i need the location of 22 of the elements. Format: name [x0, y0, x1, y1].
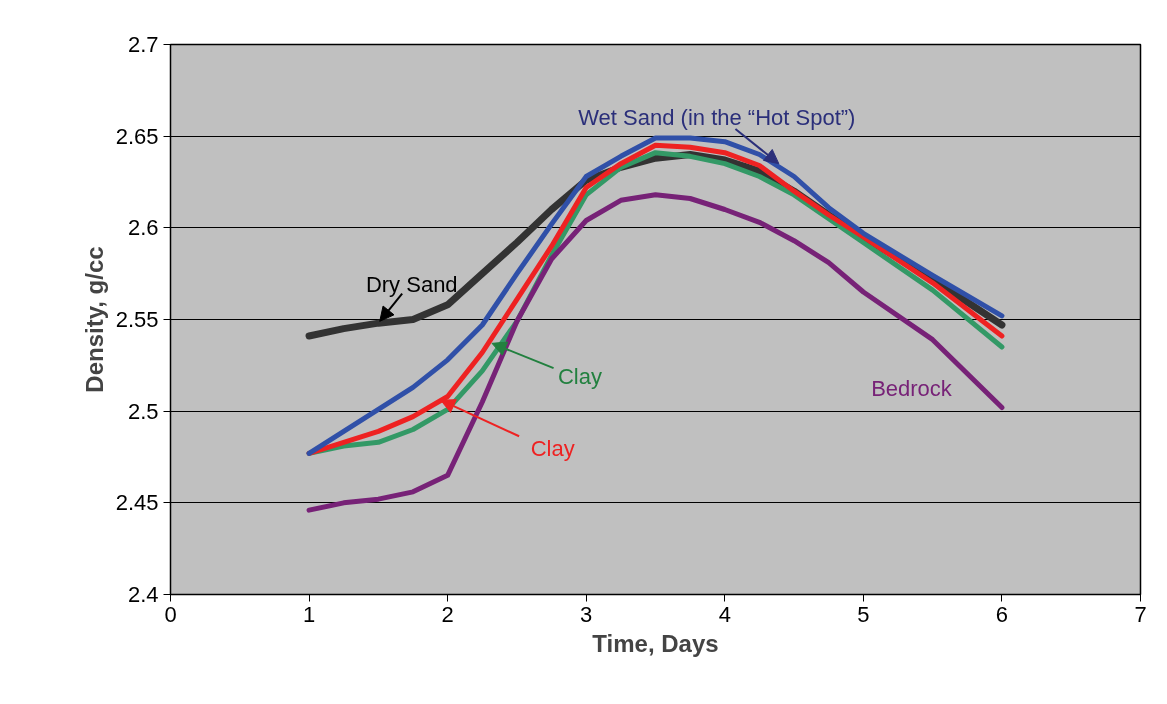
x-tick-label: 2: [441, 601, 454, 627]
y-tick-label: 2.65: [115, 123, 159, 149]
y-tick-label: 2.55: [115, 307, 159, 332]
x-tick-label: 0: [164, 601, 177, 627]
y-tick-label: 2.45: [115, 490, 159, 516]
annotation: Clay: [557, 363, 602, 389]
x-tick-label: 6: [995, 601, 1009, 627]
y-tick-label: 2.5: [127, 398, 159, 424]
annotation: Dry Sand: [365, 271, 458, 297]
x-tick-label: 5: [857, 601, 870, 627]
y-axis-title: Density, g/cc: [80, 246, 108, 393]
y-tick-label: 2.6: [127, 215, 159, 241]
annotation: Wet Sand (in the “Hot Spot”): [578, 105, 856, 131]
x-tick-label: 1: [302, 601, 316, 627]
annotation: Clay: [530, 435, 575, 461]
y-tick-label: 2.7: [127, 32, 159, 57]
x-tick-label: 7: [1134, 601, 1147, 627]
x-tick-label: 3: [580, 601, 593, 627]
x-tick-label: 4: [718, 601, 731, 627]
y-tick-label: 2.4: [127, 582, 159, 607]
x-axis-title: Time, Days: [592, 629, 719, 657]
annotation: Bedrock: [871, 376, 953, 401]
